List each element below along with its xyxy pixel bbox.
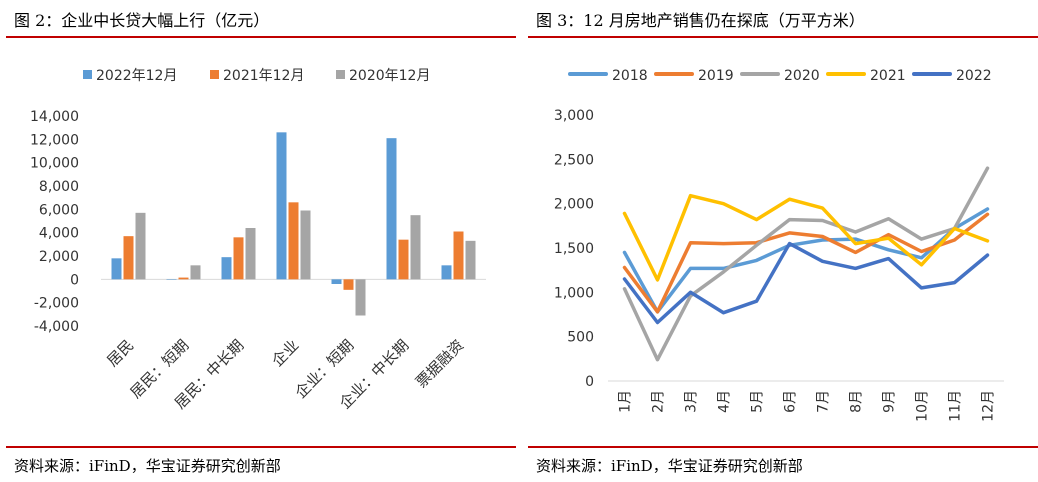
- legend-label-3: 2020年12月: [349, 68, 430, 84]
- legend-label-2: 2021年12月: [223, 68, 304, 84]
- legend-swatch-3: [336, 70, 345, 79]
- y-tick-label: 10,000: [30, 156, 79, 172]
- x-tick-label: 12月: [981, 390, 997, 422]
- left-title-rule: [6, 36, 516, 38]
- bar-2020-12-6: [410, 215, 421, 280]
- x-tick-label: 10月: [915, 390, 931, 422]
- series-line-2021: [622, 193, 990, 282]
- left-source-note: 资料来源：iFinD，华宝证券研究创新部: [14, 457, 281, 475]
- bar-2021-12-7: [453, 231, 464, 280]
- series-line-2018: [622, 207, 990, 314]
- left-source-rule: [6, 446, 516, 448]
- y-tick-label: 3,000: [554, 108, 594, 124]
- legend-label-4: 2021: [870, 68, 906, 84]
- right-source-rule: [528, 446, 1038, 448]
- bar-2022-12-2: [166, 279, 177, 280]
- x-tick-label: 6月: [783, 390, 799, 413]
- bar-2021-12-6: [398, 239, 409, 280]
- bar-2021-12-4: [288, 202, 299, 280]
- y-tick-label: 14,000: [30, 109, 79, 125]
- right-chart-title: 图 3：12 月房地产销售仍在探底（万平方米）: [536, 11, 865, 30]
- x-tick-label: 4月: [717, 390, 733, 413]
- y-tick-label: 1,000: [554, 285, 594, 301]
- legend-swatch-2: [210, 70, 219, 79]
- y-tick-label: 2,000: [554, 197, 594, 213]
- x-tick-label: 票据融资: [412, 336, 467, 391]
- right-line-chart: 2018 2019 2020 2021 2022 0 500 1,000 1,500 2,000 2…: [554, 68, 1004, 422]
- legend-label-5: 2022: [956, 68, 992, 84]
- y-tick-label: 4,000: [39, 226, 79, 242]
- y-tick-label: 0: [70, 272, 79, 288]
- bar-2022-12-1: [111, 258, 122, 280]
- y-tick-label: -2,000: [34, 296, 79, 312]
- bar-2021-12-2: [178, 277, 189, 280]
- series-line-2022: [622, 241, 990, 325]
- y-tick-label: 2,000: [39, 249, 79, 265]
- legend-label-1: 2022年12月: [96, 68, 177, 84]
- right-title-rule: [528, 36, 1038, 38]
- bar-2020-12-4: [300, 210, 311, 280]
- legend-label-3: 2020: [784, 68, 820, 84]
- bar-2020-12-1: [135, 212, 146, 280]
- x-tick-label: 9月: [882, 390, 898, 413]
- bar-2022-12-7: [441, 265, 452, 280]
- y-tick-label: 0: [585, 374, 594, 390]
- bar-2021-12-1: [123, 236, 134, 280]
- legend-swatch-1: [83, 70, 92, 79]
- y-tick-label: 12,000: [30, 132, 79, 148]
- legend-label-1: 2018: [612, 68, 648, 84]
- bar-2022-12-5: [331, 279, 342, 284]
- y-tick-label: 8,000: [39, 179, 79, 195]
- right-source-note: 资料来源：iFinD，华宝证券研究创新部: [536, 457, 803, 475]
- x-tick-label: 1月: [618, 390, 634, 413]
- bar-2022-12-3: [221, 257, 232, 280]
- x-tick-label: 居民: [103, 336, 137, 370]
- series-line-2019: [622, 212, 990, 314]
- legend-label-2: 2019: [698, 68, 734, 84]
- bar-2020-12-3: [245, 228, 256, 280]
- series-line-2020: [622, 166, 990, 362]
- bar-2022-12-4: [276, 132, 287, 280]
- x-tick-label: 7月: [816, 390, 832, 413]
- x-tick-label: 5月: [750, 390, 766, 413]
- left-bar-chart: 2022年12月 2021年12月 2020年12月 -4,000 -2,000 0 2,0…: [30, 68, 486, 412]
- y-tick-label: 2,500: [554, 152, 594, 168]
- x-tick-label: 8月: [849, 390, 865, 413]
- y-tick-label: -4,000: [34, 319, 79, 335]
- right-chart-panel: 图 3：12 月房地产销售仍在探底（万平方米） 2018 2019 2020 2021…: [528, 0, 1038, 482]
- bar-2022-12-6: [386, 138, 397, 280]
- x-tick-label: 企业: [268, 336, 302, 370]
- bar-2021-12-5: [343, 279, 354, 290]
- y-tick-label: 1,500: [554, 241, 594, 257]
- left-chart-panel: 图 2：企业中长贷大幅上行（亿元） 2022年12月 2021年12月 2020年1…: [6, 0, 516, 482]
- bar-2020-12-5: [355, 279, 366, 316]
- bar-2021-12-3: [233, 237, 244, 280]
- bar-2020-12-2: [190, 265, 201, 280]
- x-tick-label: 3月: [684, 390, 700, 413]
- y-tick-label: 500: [567, 330, 594, 346]
- y-tick-label: 6,000: [39, 202, 79, 218]
- x-tick-label: 11月: [948, 390, 964, 422]
- bar-2020-12-7: [465, 240, 476, 280]
- left-chart-title: 图 2：企业中长贷大幅上行（亿元）: [14, 11, 270, 30]
- x-tick-label: 2月: [651, 390, 667, 413]
